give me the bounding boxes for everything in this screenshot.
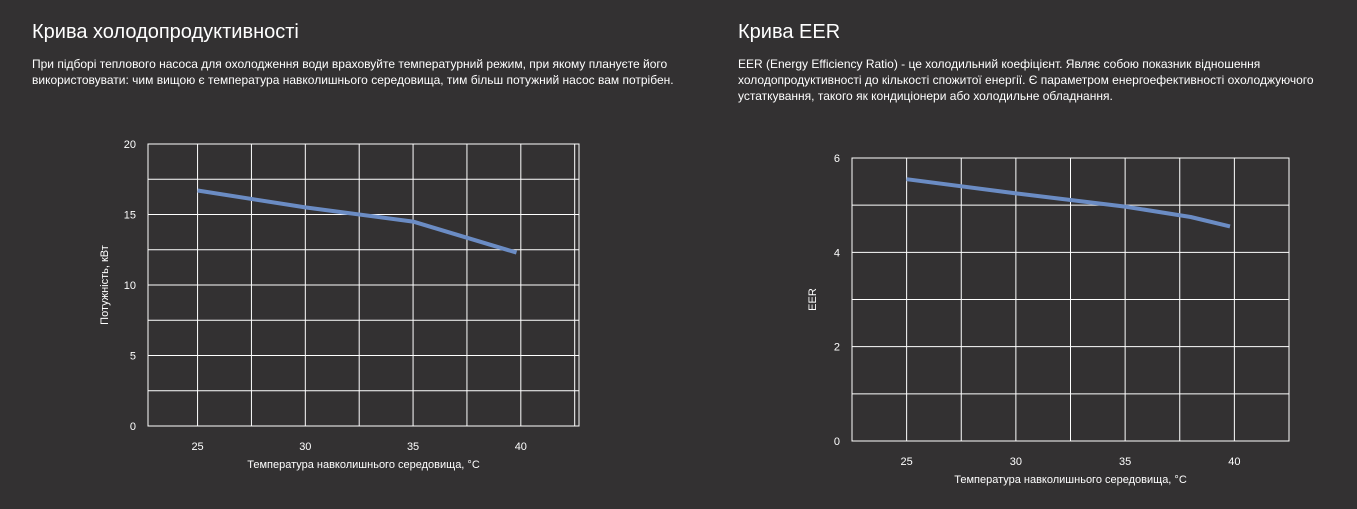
eer-section: Крива EER EER (Energy Efficiency Ratio) … [738, 0, 1338, 104]
eer-y-tick-label: 0 [834, 436, 840, 448]
cooling-capacity-title: Крива холодопродуктивності [32, 21, 299, 43]
eer-grid [851, 157, 1290, 442]
cooling-y-tick-label: 20 [124, 139, 136, 151]
cooling-y-tick-label: 5 [130, 351, 136, 363]
eer-x-tick-label: 35 [1119, 456, 1131, 468]
eer-x-axis-label: Температура навколишнього середовища, °C [954, 474, 1187, 486]
cooling-series-line [197, 188, 518, 255]
eer-title: Крива EER [738, 21, 841, 43]
eer-x-tick-label: 25 [901, 456, 913, 468]
cooling-y-tick-label: 10 [124, 280, 136, 292]
cooling-x-tick-label: 35 [407, 441, 419, 453]
cooling-x-tick-label: 25 [191, 441, 203, 453]
eer-y-tick-label: 4 [834, 247, 840, 259]
eer-chart: 0 2 4 6 25 30 35 40 Температура навколишнього се… [807, 153, 1290, 486]
cooling-capacity-section: Крива холодопродуктивності При підборі т… [32, 0, 692, 88]
cooling-x-tick-label: 30 [299, 441, 311, 453]
eer-description: EER (Energy Efficiency Ratio) - це холод… [738, 57, 1314, 103]
eer-y-tick-label: 6 [834, 153, 840, 165]
cooling-grid [147, 143, 580, 427]
cooling-x-axis-label: Температура навколишнього середовища, °C [247, 459, 480, 471]
cooling-y-tick-label: 0 [130, 421, 136, 433]
cooling-capacity-description: При підборі теплового насоса для охолодж… [32, 57, 674, 87]
cooling-x-tick-label: 40 [515, 441, 527, 453]
eer-x-tick-label: 30 [1010, 456, 1022, 468]
cooling-capacity-chart: 0 5 10 15 20 25 30 35 40 Температура навколишньог… [99, 139, 580, 471]
cooling-y-axis-label: Потужність, кВт [99, 245, 111, 325]
eer-x-tick-label: 40 [1228, 456, 1240, 468]
cooling-y-tick-label: 15 [124, 210, 136, 222]
eer-y-axis-label: EER [807, 288, 819, 311]
eer-series-line [906, 177, 1231, 229]
eer-y-tick-label: 2 [834, 342, 840, 354]
